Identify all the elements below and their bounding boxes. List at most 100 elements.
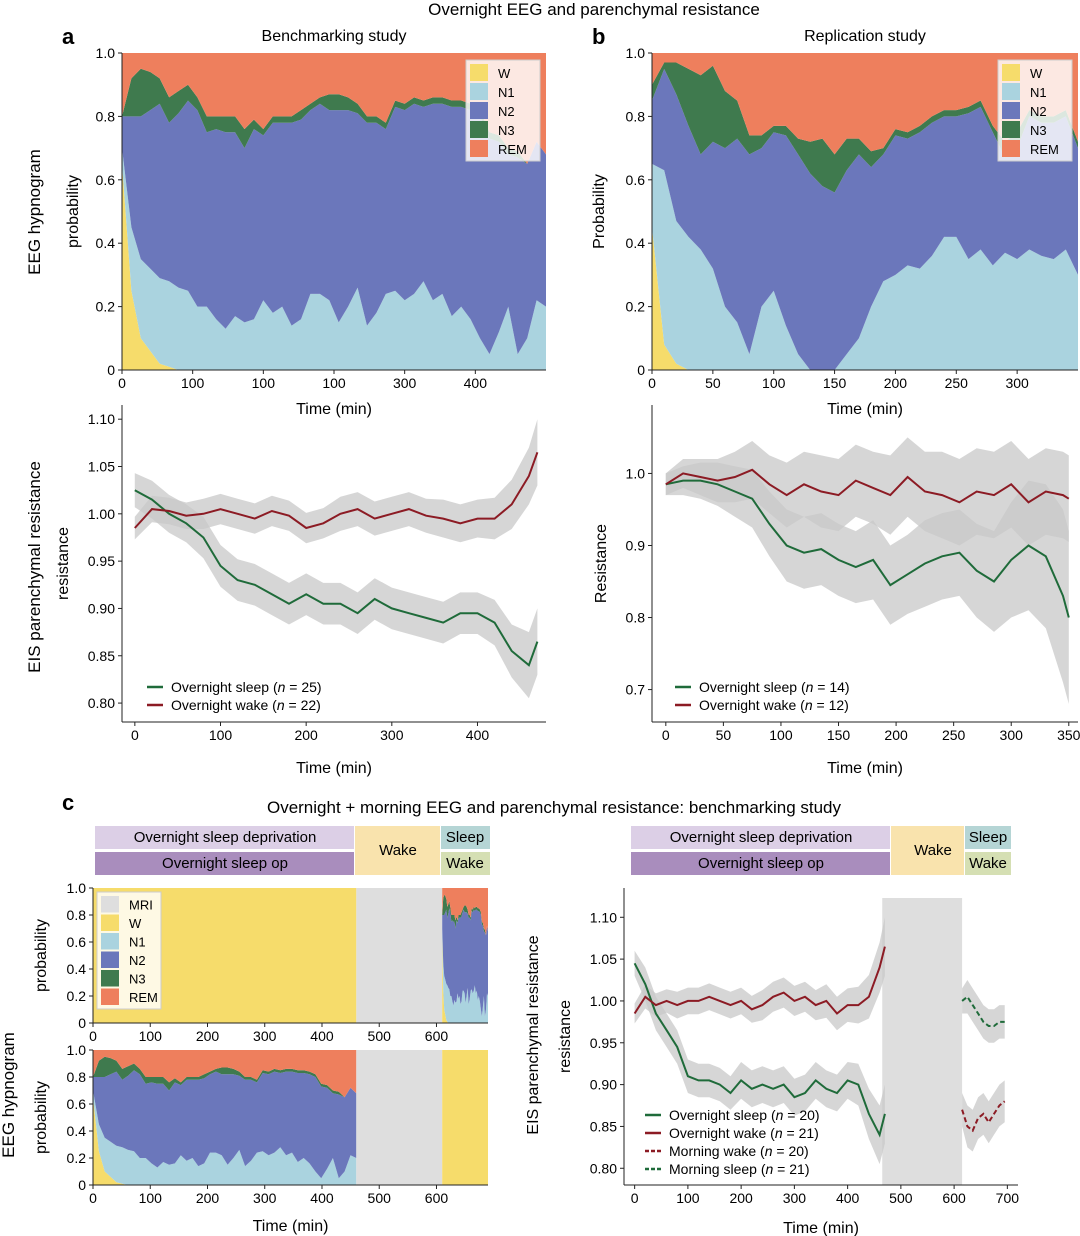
legend-swatch-n3 [470,121,488,138]
legend-label-n2: N2 [498,104,515,119]
area-rem [442,888,488,936]
x-tick-label: 200 [196,1028,220,1044]
x-tick-label: 0 [648,375,656,391]
y-tick-label: 1.10 [88,411,115,427]
legend-swatch-n3 [1002,121,1020,138]
bar-sleep-right [965,826,1011,849]
y-tick-label: 0.6 [67,934,87,950]
x-tick-label: 300 [393,375,417,391]
y-tick-label: 0.4 [626,235,646,251]
x-axis-title: Time (min) [783,1220,859,1236]
legend-swatch-w [470,64,488,81]
legend-label-w: W [1030,66,1043,81]
y-axis-title: resistance [55,527,72,600]
bar-deprivation-left [95,826,354,849]
y-tick-label: 0.4 [67,1123,87,1139]
y-tick-label: 0.2 [67,988,87,1004]
panel-c-letter: c [62,790,74,815]
x-tick-label: 600 [425,1190,449,1206]
row-label-c-eeg: EEG hypnogram [0,1032,18,1158]
x-tick-label: 0 [131,727,139,743]
band-overnight-wake [134,419,538,544]
x-tick-label: 100 [139,1028,163,1044]
y-tick-label: 1.0 [96,45,116,61]
y-tick-label: 1.05 [88,459,115,475]
band-overnight-wake [634,917,885,1031]
y-tick-label: 0.4 [96,235,116,251]
x-tick-label: 150 [827,727,851,743]
y-tick-label: 0.95 [590,1035,617,1051]
y-tick-label: 1.10 [590,909,617,925]
x-tick-label: 500 [889,1190,913,1206]
x-tick-label: 400 [310,1190,334,1206]
x-tick-label: 600 [425,1028,449,1044]
condition-bars-left: Overnight sleep deprivation Overnight sl… [95,826,490,875]
bar-label-deprivation-right: Overnight sleep deprivation [670,829,853,846]
bar-wake2-right [965,852,1011,875]
chart-a-hypnogram: 0 100 100 100 300 400 0 0.2 0.4 0.6 0.8 1.0 Time (mi… [65,45,546,418]
y-tick-label: 0.2 [96,299,116,315]
y-tick-label: 0.80 [590,1160,617,1176]
area-n1 [652,163,1078,370]
x-tick-label: 200 [196,1190,220,1206]
y-tick-label: 0.4 [67,961,87,977]
panel-a-title: Benchmarking study [262,28,407,45]
x-tick-label: 0 [662,727,670,743]
row-label-eis-resistance: EIS parenchymal resistance [25,461,44,673]
area-rem [93,1050,357,1098]
panel-c-title: Overnight + morning EEG and parenchymal … [267,798,842,817]
x-tick-label: 100 [139,1190,163,1206]
bar-wake2-left [441,852,490,875]
y-tick-label: 1.0 [626,45,646,61]
condition-bars-right: Overnight sleep deprivation Overnight sl… [631,826,1011,875]
x-tick-label: 0 [89,1028,97,1044]
y-tick-label: 0 [78,1015,86,1031]
area-n3 [442,894,488,936]
x-tick-label: 200 [729,1190,753,1206]
x-tick-label: 100 [322,375,346,391]
bar-label-deprivation-left: Overnight sleep deprivation [134,829,317,846]
chart-a-resistance: 0 100 200 300 400 0.80 0.85 0.90 0.95 1.00 1.05 1.1… [55,405,546,777]
x-axis-title: Time (min) [827,401,903,418]
y-tick-label: 1.0 [67,1042,87,1058]
area-rem [122,53,546,164]
legend-label-mri: MRI [129,898,153,913]
x-tick-label: 50 [716,727,732,743]
legend-label-w: W [129,916,142,931]
chart-c-resistance: 0 100 200 300 400 500 600 700 0.80 0.85 0.90 0.95 1.… [557,888,1019,1236]
y-tick-label: 0.80 [88,695,115,711]
legend-label-rem: REM [1030,142,1059,157]
bar-wake-right [891,826,964,875]
y-axis-title: probability [65,175,82,248]
legend-label-n2: N2 [1030,104,1047,119]
legend-label-rem: REM [498,142,527,157]
bar-label-overnight-right: Overnight sleep op [698,855,824,872]
area-n2 [93,1070,357,1179]
legend-swatch-n3 [101,970,119,987]
legend-label-n1: N1 [129,935,146,950]
bar-label-overnight-left: Overnight sleep op [162,855,288,872]
y-tick-label: 1.0 [67,880,87,896]
y-tick-label: 0.6 [96,172,116,188]
figure-title: Overnight EEG and parenchymal resistance [428,0,760,19]
x-axis-title: Time (min) [827,760,903,777]
x-tick-label: 50 [705,375,721,391]
y-tick-label: 0.85 [590,1118,617,1134]
bar-deprivation-right [631,826,890,849]
y-tick-label: 0.8 [67,907,87,923]
bar-label-sleep-left: Sleep [446,829,484,846]
band-overnight-sleep [134,473,538,699]
row-label-c-eis: EIS parenchymal resistance [525,935,542,1134]
legend-label-n3: N3 [129,972,146,987]
legend-label-n1: N1 [498,85,515,100]
x-tick-label: 200 [884,727,908,743]
bar-label-wake2-right: Wake [969,855,1007,872]
band-morning-wake [962,1080,1005,1152]
x-tick-label: 0 [89,1190,97,1206]
segment-mri [356,888,443,1023]
x-tick-label: 0 [631,1190,639,1206]
legend-swatch-n1 [101,933,119,950]
legend-swatch-n1 [470,83,488,100]
x-tick-label: 500 [368,1028,392,1044]
x-axis-title: Time (min) [253,1218,329,1235]
